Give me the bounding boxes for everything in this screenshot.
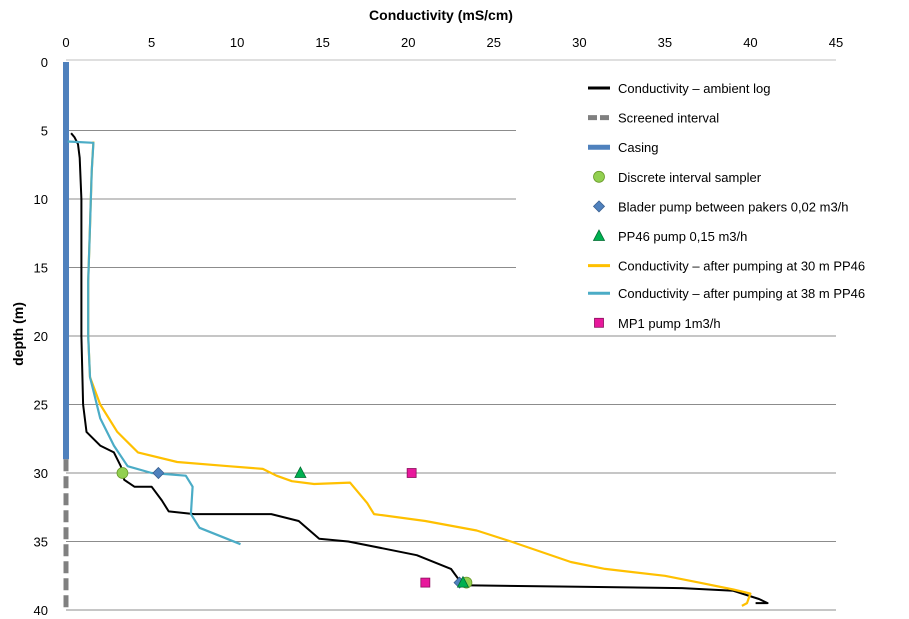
legend-swatch (594, 317, 604, 328)
series-line (70, 132, 769, 605)
y-tick-label: 0 (41, 55, 48, 70)
y-tick-label: 25 (34, 398, 48, 413)
data-point (420, 577, 431, 588)
legend-label: Blader pump between pakers 0,02 m3/h (618, 199, 849, 214)
legend-label: Conductivity – ambient log (618, 81, 770, 96)
x-tick-label: 40 (743, 35, 757, 50)
x-tick-label: 20 (401, 35, 415, 50)
x-tick-label: 25 (487, 35, 501, 50)
legend-swatch (592, 229, 606, 241)
legend-label: Conductivity – after pumping at 38 m PP4… (618, 286, 865, 301)
series-line (67, 140, 241, 546)
x-tick-label: 0 (62, 35, 69, 50)
x-tick-label: 30 (572, 35, 586, 50)
x-axis-title: Conductivity (mS/cm) (369, 7, 513, 23)
x-tick-label: 10 (230, 35, 244, 50)
y-tick-label: 20 (34, 329, 48, 344)
legend-label: Conductivity – after pumping at 30 m PP4… (618, 259, 865, 274)
legend: Conductivity – ambient log Screened inter… (588, 81, 865, 331)
y-tick-label: 15 (34, 261, 48, 276)
legend-label: Discrete interval sampler (618, 170, 762, 185)
y-tick-label: 40 (34, 603, 48, 618)
legend-label: Casing (618, 140, 658, 155)
legend-label: MP1 pump 1m3/h (618, 316, 721, 331)
y-tick-label: 10 (34, 192, 48, 207)
data-point (406, 468, 417, 478)
gridlines (66, 59, 836, 611)
y-tick-label: 35 (34, 535, 48, 550)
legend-swatch (592, 200, 606, 213)
plot-area (63, 62, 769, 610)
data-point (456, 575, 470, 588)
y-tick-label: 30 (34, 466, 48, 481)
legend-label: Screened interval (618, 111, 719, 126)
data-point (152, 466, 165, 480)
tick-labels: 0 5 10 15 20 25 30 35 40 0 5 10 15 20 25 30 35 40 45 (34, 35, 844, 618)
data-point (116, 467, 129, 479)
x-tick-label: 15 (315, 35, 329, 50)
y-tick-label: 5 (41, 124, 48, 139)
y-axis-title: depth (m) (10, 302, 26, 366)
legend-label: PP46 pump 0,15 m3/h (618, 229, 747, 244)
legend-swatch (593, 170, 605, 183)
x-tick-label: 5 (148, 35, 155, 50)
x-tick-label: 35 (658, 35, 672, 50)
data-point (294, 466, 307, 478)
x-tick-label: 45 (829, 35, 843, 50)
